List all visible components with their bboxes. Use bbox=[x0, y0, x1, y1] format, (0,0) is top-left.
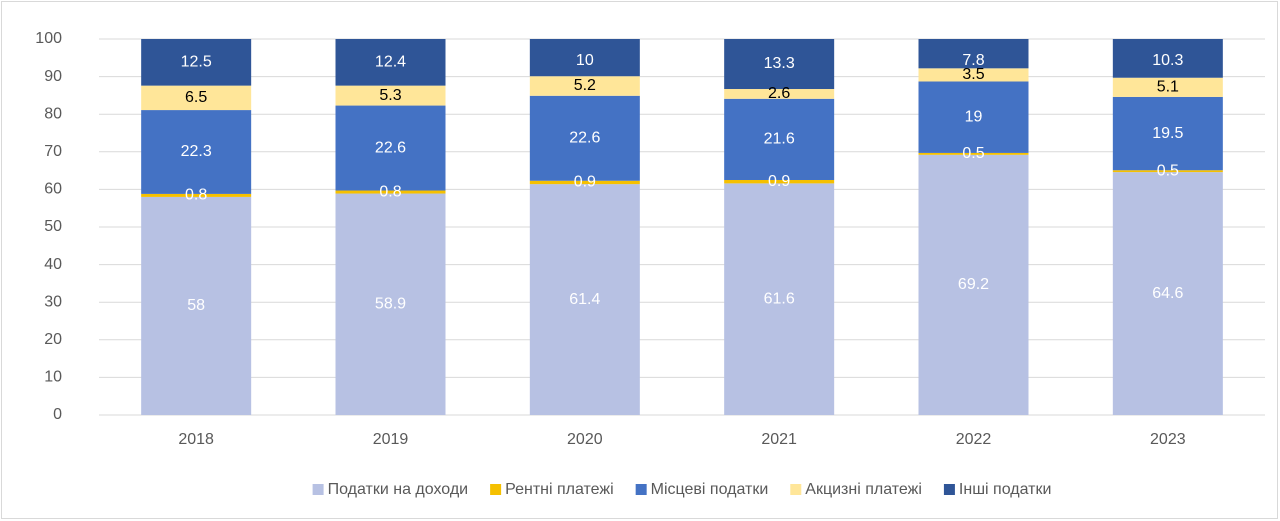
bar-segment bbox=[335, 39, 446, 86]
x-tick-label: 2022 bbox=[956, 431, 992, 448]
bar-segment bbox=[141, 196, 252, 415]
legend-swatch bbox=[312, 484, 324, 495]
data-label: 2.6 bbox=[768, 85, 790, 102]
data-label: 0.5 bbox=[1157, 162, 1179, 179]
data-label: 0.9 bbox=[574, 174, 596, 191]
bar-segment bbox=[918, 81, 1029, 153]
bar-segment bbox=[141, 193, 252, 197]
data-label: 64.6 bbox=[1152, 285, 1183, 302]
bar-segment bbox=[529, 184, 640, 415]
bar-segment bbox=[335, 190, 446, 194]
data-label: 5.1 bbox=[1157, 79, 1179, 96]
x-tick-label: 2023 bbox=[1150, 431, 1186, 448]
data-label: 7.8 bbox=[962, 52, 984, 69]
data-label: 0.8 bbox=[379, 183, 401, 200]
legend-swatch bbox=[490, 484, 502, 495]
bar-segment bbox=[1112, 96, 1223, 171]
data-label: 10.3 bbox=[1152, 52, 1183, 69]
data-label: 69.2 bbox=[958, 276, 989, 293]
data-label: 13.3 bbox=[764, 55, 795, 72]
y-tick-label: 40 bbox=[44, 256, 62, 273]
labels: 58 0.8 22.3 6.5 12.5 58.9 0.8 22.6 5.3 12.4 61.4 0.… bbox=[181, 52, 1184, 314]
data-label: 12.5 bbox=[181, 53, 212, 70]
x-tick-label: 2019 bbox=[373, 431, 409, 448]
grid bbox=[99, 38, 1265, 416]
bar-segment bbox=[141, 39, 252, 86]
bar-segment bbox=[529, 39, 640, 77]
y-tick-label: 70 bbox=[44, 143, 62, 160]
bar-segment bbox=[918, 68, 1029, 82]
bar-segment bbox=[724, 180, 835, 184]
y-tick-label: 80 bbox=[44, 105, 62, 122]
x-tick-label: 2018 bbox=[178, 431, 214, 448]
legend-label: Інші податки bbox=[959, 481, 1051, 498]
bar-segment bbox=[724, 183, 835, 415]
legend-label: Податки на доходи bbox=[328, 481, 469, 498]
data-label: 22.3 bbox=[181, 143, 212, 160]
data-label: 10 bbox=[576, 52, 594, 69]
y-tick-label: 60 bbox=[44, 181, 62, 198]
bar-segment bbox=[529, 76, 640, 96]
y-tick-label: 30 bbox=[44, 293, 62, 310]
y-tick-label: 50 bbox=[44, 218, 62, 235]
bar-segment bbox=[1112, 170, 1223, 173]
data-label: 58 bbox=[187, 297, 205, 314]
bar-segment bbox=[1112, 172, 1223, 415]
bar-segment bbox=[724, 98, 835, 180]
y-tick-label: 100 bbox=[35, 30, 62, 47]
data-label: 61.6 bbox=[764, 290, 795, 307]
data-label: 19.5 bbox=[1152, 125, 1183, 142]
legend-label: Місцеві податки bbox=[651, 481, 769, 498]
data-label: 58.9 bbox=[375, 295, 406, 312]
x-tick-label: 2020 bbox=[567, 431, 603, 448]
bar-segment bbox=[335, 105, 446, 191]
data-label: 61.4 bbox=[569, 291, 600, 308]
legend-swatch bbox=[790, 484, 802, 495]
data-label: 3.5 bbox=[962, 66, 984, 83]
bar-segment bbox=[141, 85, 252, 111]
y-tick-label: 10 bbox=[44, 369, 62, 386]
data-label: 21.6 bbox=[764, 131, 795, 148]
y-tick-label: 90 bbox=[44, 68, 62, 85]
legend-label: Рентні платежі bbox=[505, 481, 614, 498]
bar-segment bbox=[335, 85, 446, 106]
data-label: 0.9 bbox=[768, 173, 790, 190]
bars bbox=[141, 39, 1223, 416]
data-label: 5.3 bbox=[379, 87, 401, 104]
y-tick-label: 20 bbox=[44, 331, 62, 348]
data-label: 0.5 bbox=[962, 145, 984, 162]
x-tick-label: 2021 bbox=[761, 431, 797, 448]
bar-segment bbox=[335, 193, 446, 415]
data-label: 6.5 bbox=[185, 89, 207, 106]
legend-swatch bbox=[943, 484, 955, 495]
bar-segment bbox=[918, 154, 1029, 416]
y-tick-label: 0 bbox=[53, 406, 62, 423]
bar-segment bbox=[529, 180, 640, 185]
bar-segment bbox=[724, 39, 835, 90]
bar-segment bbox=[1112, 77, 1223, 97]
data-label: 22.6 bbox=[375, 139, 406, 156]
legend-label: Акцизні платежі bbox=[805, 481, 922, 498]
bar-segment bbox=[529, 95, 640, 181]
bar-segment bbox=[724, 89, 835, 99]
data-label: 5.2 bbox=[574, 77, 596, 94]
bar-segment bbox=[918, 152, 1029, 155]
legend-swatch bbox=[635, 484, 647, 495]
data-label: 22.6 bbox=[569, 129, 600, 146]
data-label: 12.4 bbox=[375, 54, 406, 71]
data-label: 19 bbox=[965, 108, 983, 125]
bar-segment bbox=[1112, 39, 1223, 78]
bar-segment bbox=[141, 110, 252, 194]
bar-segment bbox=[918, 39, 1029, 69]
data-label: 0.8 bbox=[185, 187, 207, 204]
